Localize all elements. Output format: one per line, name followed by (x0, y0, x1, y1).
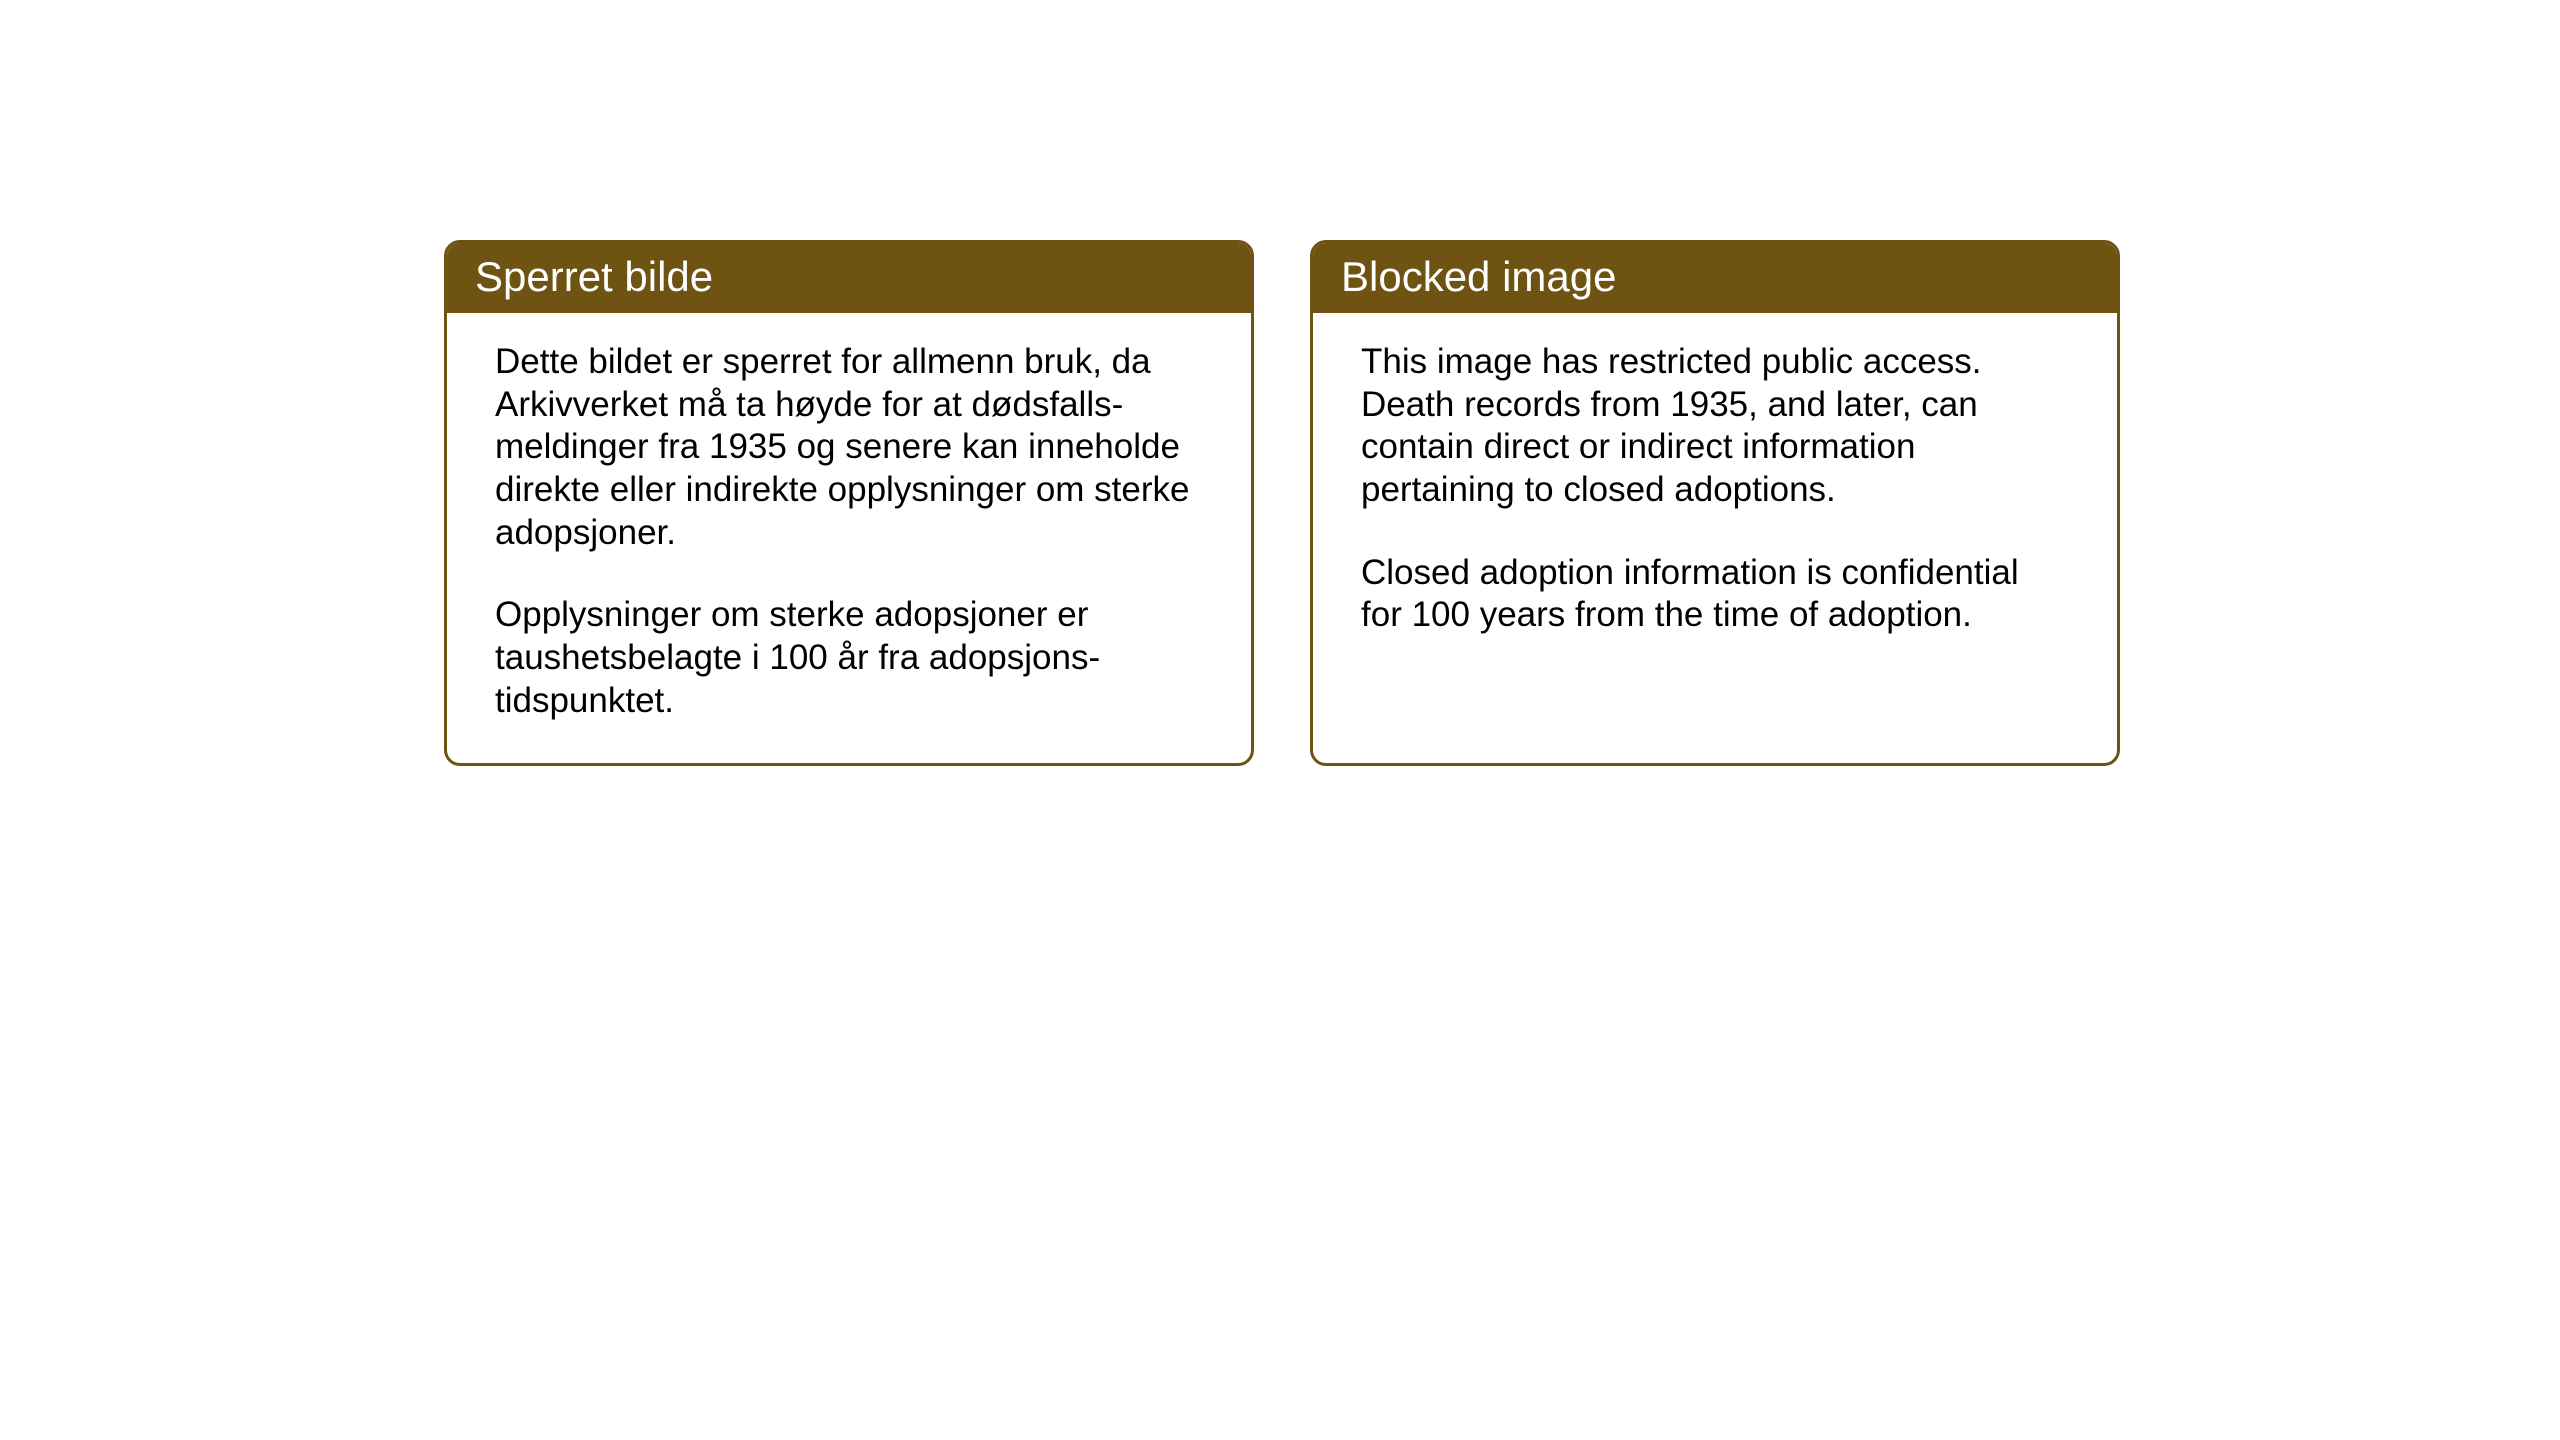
card-body-norwegian: Dette bildet er sperret for allmenn bruk… (447, 313, 1251, 763)
card-paragraph-2-english: Closed adoption information is confident… (1361, 552, 2069, 637)
card-paragraph-1-english: This image has restricted public access.… (1361, 341, 2069, 512)
card-header-norwegian: Sperret bilde (447, 243, 1251, 313)
card-paragraph-1-norwegian: Dette bildet er sperret for allmenn bruk… (495, 341, 1203, 554)
card-paragraph-2-norwegian: Opplysninger om sterke adopsjoner er tau… (495, 594, 1203, 722)
card-body-english: This image has restricted public access.… (1313, 313, 2117, 713)
card-header-english: Blocked image (1313, 243, 2117, 313)
notice-cards-container: Sperret bilde Dette bildet er sperret fo… (444, 240, 2120, 766)
notice-card-norwegian: Sperret bilde Dette bildet er sperret fo… (444, 240, 1254, 766)
notice-card-english: Blocked image This image has restricted … (1310, 240, 2120, 766)
